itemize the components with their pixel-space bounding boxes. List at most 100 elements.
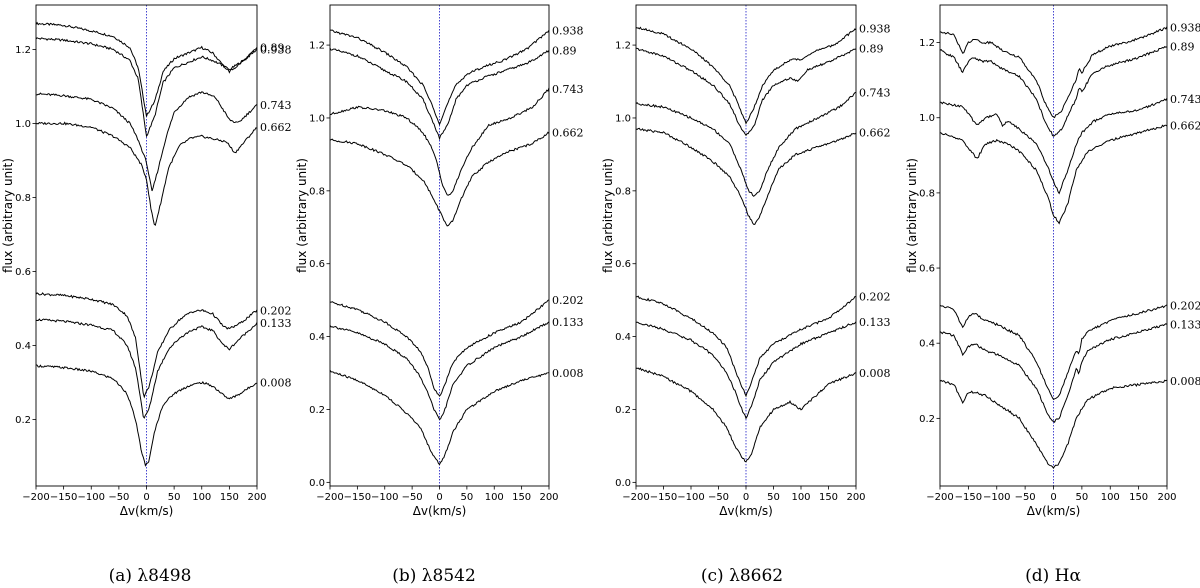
- series-line-phase-0.662: [329, 131, 550, 227]
- y-tick-label: 0.8: [309, 186, 325, 197]
- series-line-phase-0.743: [329, 87, 550, 196]
- series-line-phase-0.938: [939, 26, 1168, 119]
- x-tick-label: −150: [955, 492, 982, 503]
- y-tick-label: 0.8: [615, 186, 631, 197]
- series-line-phase-0.938: [35, 21, 258, 117]
- x-tick-label: 150: [1129, 492, 1148, 503]
- x-axis-label: Δv(km/s): [719, 504, 773, 518]
- y-tick-label: 0.4: [615, 332, 631, 343]
- series-line-phase-0.743: [939, 97, 1168, 195]
- x-tick-label: −50: [402, 492, 423, 503]
- phase-label: 0.662: [1170, 119, 1200, 132]
- x-tick-label: 0: [143, 492, 149, 503]
- x-tick-label: 200: [539, 492, 558, 503]
- y-axis-label: flux (arbitrary unit): [1, 158, 15, 273]
- series-line-phase-0.202: [635, 295, 857, 398]
- phase-label: 0.133: [859, 316, 891, 329]
- y-tick-label: 1.0: [615, 113, 631, 124]
- phase-label: 0.89: [260, 42, 285, 55]
- series-line-phase-0.133: [635, 321, 857, 420]
- y-axis-label: flux (arbitrary unit): [905, 158, 919, 273]
- y-tick-label: 1.2: [309, 41, 325, 52]
- phase-label: 0.202: [1170, 300, 1200, 313]
- phase-label: 0.008: [552, 367, 584, 380]
- y-tick-label: 0.4: [15, 341, 31, 352]
- panel-d: −200 −150 −100 −50 0 50 100 150 200 0.2 0.4 0.6 0.8 1…: [905, 4, 1200, 518]
- caption-panel-a: (a) λ8498: [108, 566, 192, 586]
- y-tick-label: 0.8: [919, 188, 935, 199]
- series-line-phase-0.743: [635, 91, 857, 197]
- phase-label: 0.008: [260, 376, 292, 389]
- x-tick-label: −100: [677, 492, 704, 503]
- caption-panel-d: (d) Hα: [1025, 566, 1081, 586]
- x-tick-label: −200: [622, 492, 649, 503]
- y-tick-label: 0.2: [309, 405, 325, 416]
- series-line-phase-0.202: [35, 292, 258, 399]
- phase-label: 0.938: [859, 23, 891, 36]
- y-tick-label: 0.6: [615, 259, 631, 270]
- series-line-phase-0.89: [35, 37, 258, 138]
- x-tick-label: −200: [22, 492, 49, 503]
- series-line-phase-0.202: [939, 304, 1168, 401]
- y-tick-label: 1.2: [615, 41, 631, 52]
- phase-label: 0.133: [552, 316, 584, 329]
- series-line-phase-0.662: [35, 121, 258, 226]
- phase-label: 0.202: [260, 304, 292, 317]
- panel-b: −200 −150 −100 −50 0 50 100 150 200 0.0 0.2 0.4 0.6 0…: [295, 4, 584, 518]
- series-line-phase-0.008: [35, 364, 258, 468]
- x-tick-label: 50: [461, 492, 474, 503]
- y-tick-label: 0.8: [15, 193, 31, 204]
- x-tick-label: 50: [168, 492, 181, 503]
- phase-label: 0.662: [859, 127, 891, 140]
- x-tick-label: 100: [485, 492, 504, 503]
- x-tick-label: −100: [371, 492, 398, 503]
- x-tick-label: 50: [1076, 492, 1089, 503]
- caption-panel-c: (c) λ8662: [700, 566, 784, 586]
- y-tick-label: 1.2: [15, 45, 31, 56]
- x-tick-label: 150: [220, 492, 239, 503]
- caption-panel-b: (b) λ8542: [392, 566, 476, 586]
- series-line-phase-0.743: [35, 91, 258, 192]
- phase-label: 0.133: [1170, 318, 1200, 331]
- phase-label: 0.133: [260, 317, 292, 330]
- series-line-phase-0.133: [35, 318, 258, 419]
- y-tick-label: 0.6: [919, 264, 935, 275]
- series-line-phase-0.662: [635, 127, 857, 225]
- phase-label: 0.008: [1170, 375, 1200, 388]
- phase-label: 0.743: [552, 83, 584, 96]
- y-tick-label: 0.6: [309, 259, 325, 270]
- series-line-phase-0.662: [939, 124, 1168, 225]
- phase-label: 0.743: [260, 99, 292, 112]
- x-tick-label: −200: [926, 492, 953, 503]
- y-tick-label: 0.2: [15, 415, 31, 426]
- phase-label: 0.202: [552, 294, 584, 307]
- x-tick-label: 100: [791, 492, 810, 503]
- y-axis-label: flux (arbitrary unit): [601, 158, 615, 273]
- phase-label: 0.662: [552, 127, 584, 140]
- phase-label: 0.89: [859, 43, 884, 56]
- series-line-phase-0.008: [329, 369, 550, 466]
- phase-label: 0.938: [552, 25, 584, 38]
- x-tick-label: −150: [344, 492, 371, 503]
- series-line-phase-0.89: [329, 47, 550, 141]
- series-line-phase-0.89: [635, 47, 857, 137]
- y-tick-label: 0.4: [919, 339, 935, 350]
- series-line-phase-0.89: [939, 46, 1168, 137]
- x-tick-label: −50: [1015, 492, 1036, 503]
- y-tick-label: 0.6: [15, 267, 31, 278]
- series-line-phase-0.008: [635, 367, 857, 463]
- series-line-phase-0.938: [635, 26, 857, 125]
- x-tick-label: 50: [767, 492, 780, 503]
- x-axis-label: Δv(km/s): [120, 504, 174, 518]
- y-axis-label: flux (arbitrary unit): [295, 158, 309, 273]
- series-line-phase-0.133: [329, 321, 550, 421]
- x-tick-label: 200: [1157, 492, 1176, 503]
- series-line-phase-0.133: [939, 323, 1168, 423]
- y-tick-label: 1.0: [919, 113, 935, 124]
- phase-label: 0.89: [552, 45, 577, 58]
- y-tick-label: 1.2: [919, 38, 935, 49]
- y-tick-label: 0.0: [615, 478, 631, 489]
- x-tick-label: −200: [316, 492, 343, 503]
- x-tick-label: 100: [1101, 492, 1120, 503]
